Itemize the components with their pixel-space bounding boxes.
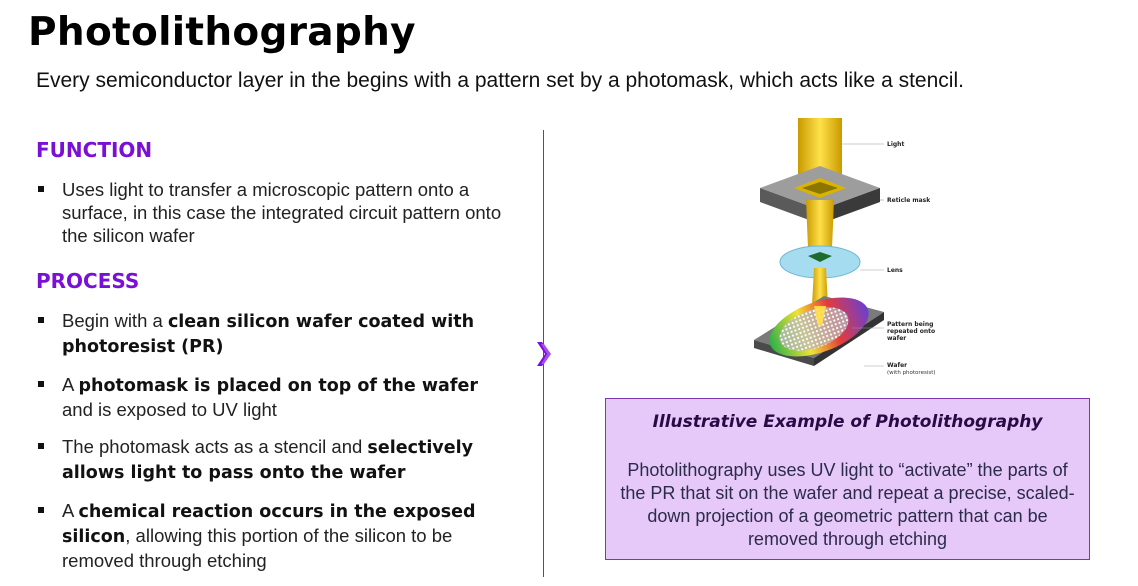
- callout-title: Illustrative Example of Photolithography: [652, 412, 1043, 432]
- column-divider: [543, 130, 544, 577]
- callout-box: Illustrative Example of Photolithography…: [605, 398, 1090, 560]
- function-heading: FUNCTION: [36, 138, 153, 162]
- photolithography-diagram: Light Reticle mask Lens Pattern being re…: [742, 110, 954, 382]
- label-wafer-sub: (with photoresist): [887, 370, 936, 376]
- page-subtitle: Every semiconductor layer in the begins …: [36, 69, 964, 92]
- label-light: Light: [887, 141, 904, 148]
- chevron-right-icon: [537, 342, 551, 366]
- label-pattern-2: repeated onto: [887, 328, 935, 335]
- process-bullet: The photomask acts as a stencil and sele…: [36, 435, 506, 485]
- process-heading: PROCESS: [36, 269, 140, 293]
- label-pattern-1: Pattern being: [887, 321, 933, 328]
- page-title: Photolithography: [28, 10, 416, 55]
- process-bullet: A chemical reaction occurs in the expose…: [36, 499, 506, 572]
- function-list: Uses light to transfer a microscopic pat…: [36, 178, 506, 261]
- label-wafer: Wafer: [887, 362, 907, 369]
- process-list: Begin with a clean silicon wafer coated …: [36, 309, 506, 586]
- label-reticle-mask: Reticle mask: [887, 197, 931, 204]
- function-bullet: Uses light to transfer a microscopic pat…: [36, 178, 506, 247]
- process-bullet: Begin with a clean silicon wafer coated …: [36, 309, 506, 359]
- label-lens: Lens: [887, 267, 903, 274]
- callout-body: Photolithography uses UV light to “activ…: [620, 460, 1075, 549]
- process-bullet: A photomask is placed on top of the wafe…: [36, 373, 506, 421]
- label-pattern-3: wafer: [887, 335, 906, 342]
